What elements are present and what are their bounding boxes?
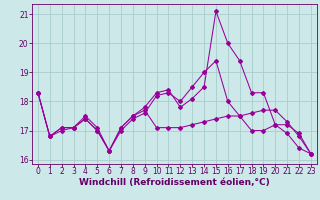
X-axis label: Windchill (Refroidissement éolien,°C): Windchill (Refroidissement éolien,°C) bbox=[79, 178, 270, 187]
